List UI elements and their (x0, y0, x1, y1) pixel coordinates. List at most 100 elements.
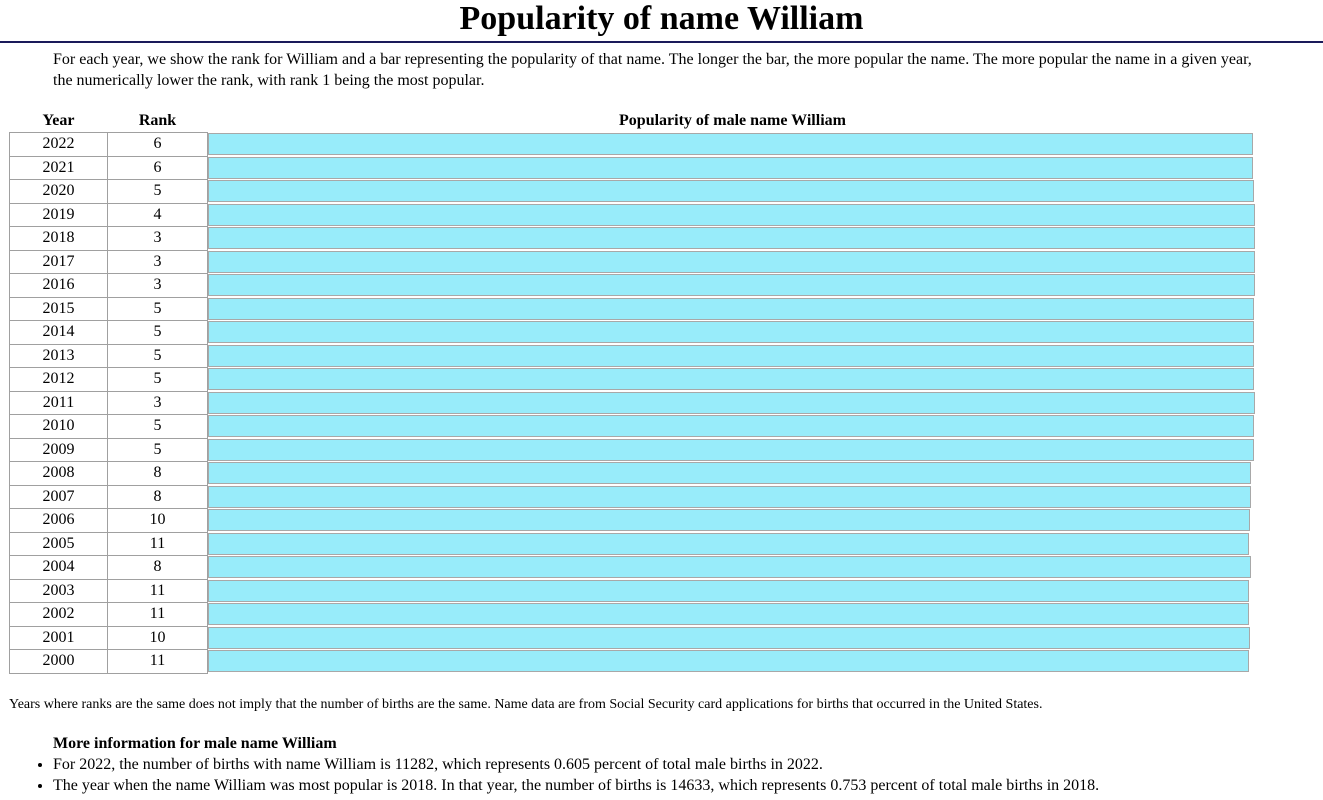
popularity-bar (208, 274, 1256, 297)
year-cell: 2009 (9, 437, 108, 462)
more-info-title: More information for male name William (53, 735, 337, 752)
popularity-bar (208, 509, 1250, 532)
popularity-bar (208, 368, 1254, 391)
year-cell: 2022 (9, 132, 108, 157)
bar-cell (208, 321, 1259, 345)
bar-cell (208, 626, 1259, 650)
popularity-bar (208, 626, 1250, 649)
table-row: 2000 11 (9, 649, 1259, 674)
year-cell: 2001 (9, 625, 108, 650)
table-row: 2020 5 (9, 179, 1259, 204)
popularity-bar (208, 203, 1255, 226)
table-row: 2009 5 (9, 437, 1259, 462)
year-cell: 2021 (9, 155, 108, 180)
bar-cell (208, 415, 1259, 439)
popularity-bar (208, 579, 1249, 602)
popularity-bar (208, 227, 1256, 250)
rank-cell: 11 (107, 602, 208, 627)
table-row: 2004 8 (9, 555, 1259, 580)
popularity-header: Popularity of male name William (619, 112, 846, 130)
bar-cell (208, 274, 1259, 298)
rank-cell: 3 (107, 273, 208, 298)
bar-cell (208, 650, 1259, 674)
year-cell: 2012 (9, 367, 108, 392)
rank-cell: 5 (107, 179, 208, 204)
more-info-list: For 2022, the number of births with name… (0, 754, 1323, 796)
bar-cell (208, 556, 1259, 580)
table-row: 2012 5 (9, 367, 1259, 392)
table-header-row: Year Rank Popularity of male name Willia… (10, 110, 1259, 133)
bar-cell (208, 180, 1259, 204)
table-row: 2003 11 (9, 578, 1259, 603)
rank-cell: 4 (107, 202, 208, 227)
rank-cell: 8 (107, 461, 208, 486)
year-cell: 2010 (9, 414, 108, 439)
year-cell: 2017 (9, 249, 108, 274)
rank-cell: 3 (107, 390, 208, 415)
year-cell: 2003 (9, 578, 108, 603)
rank-cell: 8 (107, 555, 208, 580)
rank-cell: 10 (107, 625, 208, 650)
rank-cell: 5 (107, 437, 208, 462)
table-row: 2006 10 (9, 508, 1259, 533)
popularity-table: Year Rank Popularity of male name Willia… (9, 110, 1259, 674)
year-cell: 2019 (9, 202, 108, 227)
table-row: 2005 11 (9, 531, 1259, 556)
bar-cell (208, 462, 1259, 486)
table-row: 2016 3 (9, 273, 1259, 298)
popularity-bar (208, 415, 1254, 438)
rank-cell: 6 (107, 155, 208, 180)
bar-cell (208, 203, 1259, 227)
popularity-bar (208, 462, 1252, 485)
popularity-bar (208, 180, 1254, 203)
popularity-bar (208, 133, 1253, 156)
table-row: 2011 3 (9, 390, 1259, 415)
bar-cell (208, 485, 1259, 509)
popularity-bar (208, 485, 1252, 508)
year-cell: 2000 (9, 649, 108, 674)
popularity-bar (208, 156, 1253, 179)
rank-cell: 3 (107, 226, 208, 251)
table-row: 2019 4 (9, 202, 1259, 227)
popularity-bar (208, 250, 1256, 273)
bar-cell (208, 532, 1259, 556)
year-cell: 2006 (9, 508, 108, 533)
popularity-bar (208, 532, 1249, 555)
year-cell: 2020 (9, 179, 108, 204)
popularity-bar (208, 321, 1254, 344)
table-row: 2013 5 (9, 343, 1259, 368)
bar-cell (208, 509, 1259, 533)
table-row: 2008 8 (9, 461, 1259, 486)
title-divider (0, 41, 1323, 43)
rank-cell: 6 (107, 132, 208, 157)
rank-cell: 11 (107, 531, 208, 556)
rank-cell: 5 (107, 343, 208, 368)
table-row: 2022 6 (9, 132, 1259, 157)
rank-cell: 8 (107, 484, 208, 509)
year-cell: 2002 (9, 602, 108, 627)
rank-cell: 10 (107, 508, 208, 533)
bar-cell (208, 227, 1259, 251)
year-cell: 2016 (9, 273, 108, 298)
year-header: Year (42, 112, 75, 129)
year-cell: 2004 (9, 555, 108, 580)
year-cell: 2018 (9, 226, 108, 251)
bar-cell (208, 438, 1259, 462)
table-body: 2022 6 2021 6 2020 5 2019 4 2018 3 2017 3 2016 3 2015 5… (9, 132, 1259, 674)
rank-cell: 5 (107, 367, 208, 392)
bar-cell (208, 250, 1259, 274)
table-row: 2018 3 (9, 226, 1259, 251)
year-cell: 2005 (9, 531, 108, 556)
rank-header: Rank (138, 112, 177, 129)
table-row: 2002 11 (9, 602, 1259, 627)
table-row: 2015 5 (9, 296, 1259, 321)
bar-cell (208, 133, 1259, 157)
more-info-item: For 2022, the number of births with name… (53, 754, 1323, 775)
rank-cell: 11 (107, 649, 208, 674)
year-cell: 2014 (9, 320, 108, 345)
popularity-bar (208, 556, 1252, 579)
year-cell: 2007 (9, 484, 108, 509)
bar-cell (208, 156, 1259, 180)
bar-cell (208, 391, 1259, 415)
bar-cell (208, 368, 1259, 392)
